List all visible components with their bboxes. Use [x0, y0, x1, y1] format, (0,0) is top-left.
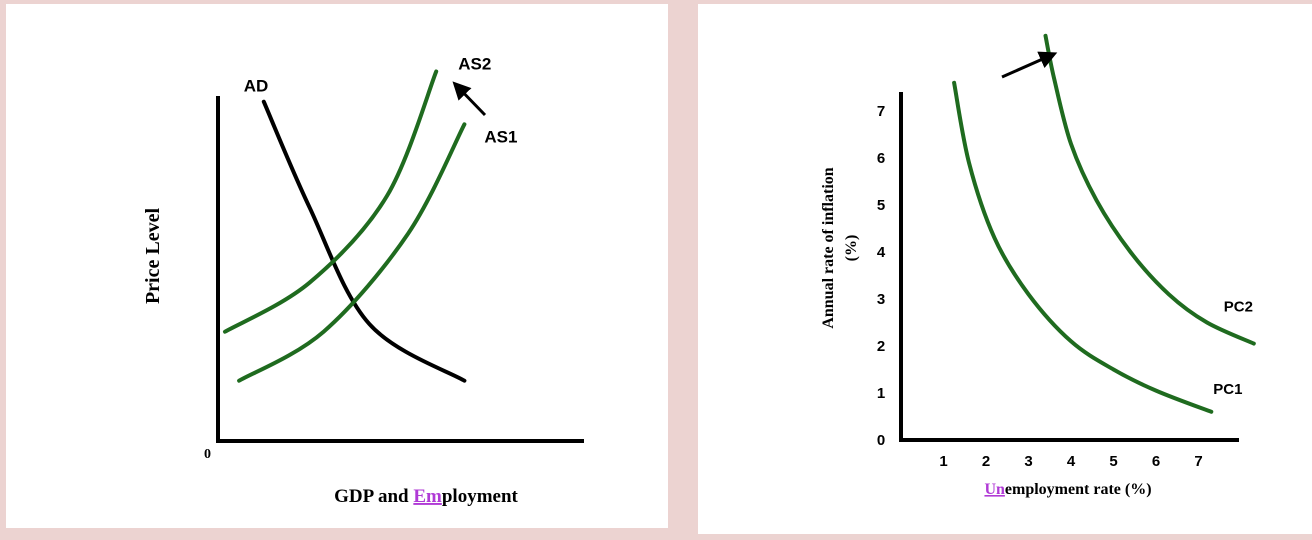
- series-pc2-line: [1043, 33, 1256, 346]
- x-tick-label: 1: [939, 453, 947, 470]
- x-tick-label: 7: [1194, 453, 1202, 470]
- x-axis-label-part: Un: [984, 481, 1005, 498]
- x-axis-label-part: employment rate (%): [1005, 481, 1152, 498]
- series-label-as1: AS1: [484, 127, 517, 146]
- x-axis-label-part: ployment: [442, 486, 519, 507]
- right-chart-panel: 1 2 3 4 5 6 7 0 1 2 3 4 5 6 7 Annual rate of inflation…: [698, 4, 1312, 534]
- x-axis-label-part: Em: [413, 486, 442, 507]
- y-tick-label: 6: [877, 150, 885, 167]
- series-label-pc2: PC2: [1224, 299, 1253, 316]
- y-tick-label: 2: [877, 338, 885, 355]
- origin-label: 0: [204, 447, 211, 462]
- y-tick-label: 0: [877, 432, 885, 449]
- y-axis-label-line1: Annual rate of inflation: [820, 167, 837, 328]
- x-axis-label: Unemployment rate (%): [984, 481, 1151, 498]
- left-curves: AD AS2 AS1: [223, 55, 517, 383]
- y-tick-label: 5: [877, 197, 885, 214]
- series-pc1-line: [952, 80, 1214, 414]
- y-tick-label: 7: [877, 103, 885, 120]
- tick-labels: 1 2 3 4 5 6 7 0 1 2 3 4 5 6 7: [877, 103, 1203, 470]
- shift-arrow: [1001, 51, 1058, 79]
- y-tick-label: 4: [877, 244, 886, 261]
- x-tick-label: 5: [1109, 453, 1117, 470]
- y-tick-label: 1: [877, 385, 885, 402]
- x-tick-label: 4: [1067, 453, 1076, 470]
- x-tick-label: 2: [982, 453, 990, 470]
- x-tick-label: 6: [1152, 453, 1160, 470]
- right-curves: PC1 PC2: [952, 33, 1256, 414]
- series-as1-line: [237, 122, 467, 383]
- as-ad-chart: 0 Price Level GDP and Employment AD AS2 AS…: [142, 55, 584, 507]
- series-label-ad: AD: [244, 77, 269, 96]
- x-axis-label-part: GDP and: [334, 486, 413, 507]
- y-tick-label: 3: [877, 291, 885, 308]
- series-as2-line: [223, 69, 439, 334]
- phillips-curve-chart: 1 2 3 4 5 6 7 0 1 2 3 4 5 6 7 Annual rate of inflation…: [820, 33, 1256, 498]
- x-tick-label: 3: [1024, 453, 1032, 470]
- y-axis-label-line2: (%): [843, 235, 860, 262]
- shift-arrow: [452, 81, 487, 117]
- y-axis-label: Price Level: [142, 208, 164, 304]
- y-axis-label: Annual rate of inflation (%): [820, 167, 860, 328]
- series-label-pc1: PC1: [1213, 381, 1242, 398]
- series-label-as2: AS2: [458, 55, 491, 74]
- left-chart-panel: 0 Price Level GDP and Employment AD AS2 AS…: [6, 4, 668, 528]
- x-axis-label: GDP and Employment: [334, 486, 518, 507]
- series-ad-line: [261, 99, 467, 383]
